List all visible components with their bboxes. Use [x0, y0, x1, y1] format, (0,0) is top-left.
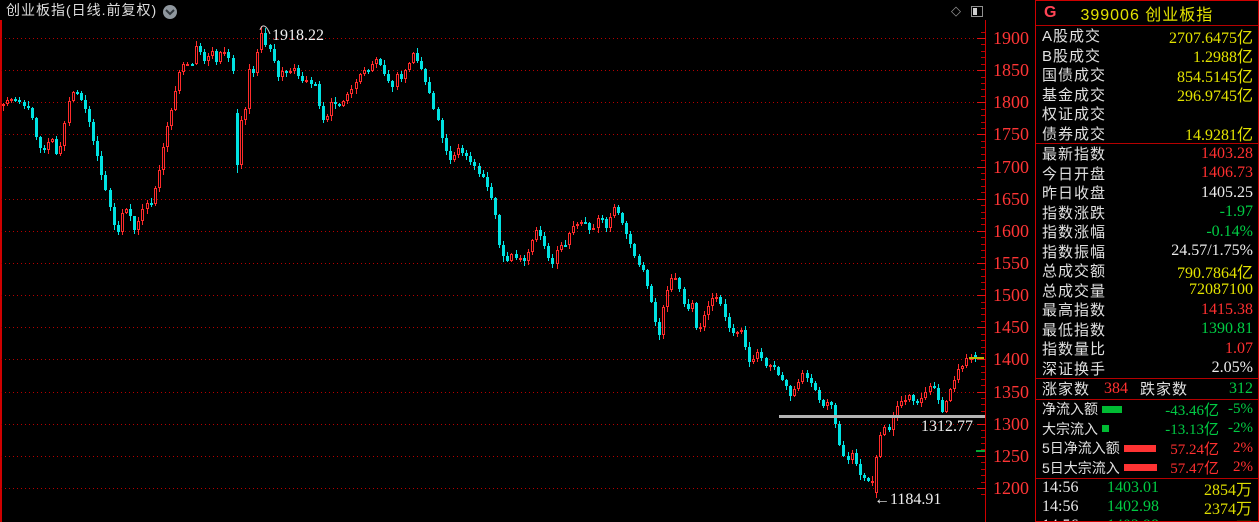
panel-row: 昨日收盘 1405.25: [1042, 183, 1253, 203]
y-axis-tick-label: 1400: [993, 349, 1029, 369]
y-axis-tick-label: 1250: [993, 446, 1029, 466]
flow-bar: [1123, 444, 1156, 452]
y-axis-tick-label: 1850: [993, 60, 1029, 80]
chevron-down-circle-icon[interactable]: [163, 5, 178, 19]
panel-row: 指数涨幅 -0.14%: [1042, 222, 1253, 242]
axis-green-marker: [976, 450, 985, 452]
money-flow-row: 净流入额 -43.46亿 -5%: [1042, 400, 1253, 419]
down-count-label: 跌家数: [1140, 381, 1189, 399]
flow-bar: [1123, 464, 1157, 472]
reference-price-line[interactable]: [779, 415, 985, 418]
market-flag: G: [1044, 4, 1057, 21]
panel-header[interactable]: G 399006 创业板指: [1036, 1, 1258, 26]
y-axis: [985, 20, 986, 522]
panel-row: 指数振幅 24.57/1.75%: [1042, 242, 1253, 261]
money-flow-row: 大宗流入 -13.13亿 -2%: [1042, 420, 1253, 439]
breadth-section: 涨家数 384 跌家数 312: [1036, 379, 1258, 400]
up-count-value: 384: [1104, 379, 1129, 397]
panel-toggle-icon[interactable]: [971, 5, 983, 17]
money-flow-row: 5日净流入额 57.24亿 2%: [1042, 439, 1253, 458]
up-count-label: 涨家数: [1042, 381, 1091, 399]
y-axis-tick-label: 1300: [993, 414, 1029, 434]
candlestick-chart[interactable]: 1200 1250 1300 1350 1400 1450 1500 1550 1600 1650…: [0, 0, 1035, 522]
last-price-marker: [969, 357, 984, 359]
peak-arrow: [259, 25, 271, 35]
flow-bar: [1102, 425, 1109, 433]
down-count-value: 312: [1229, 379, 1253, 397]
flow-bar: [1102, 405, 1122, 413]
y-axis-tick-label: 1600: [993, 221, 1029, 241]
y-axis-tick-label: 1550: [993, 253, 1029, 273]
quote-panel: G 399006 创业板指 A股成交 2707.6475亿 B股成交 1.2988亿国…: [1035, 0, 1259, 522]
panel-row: 总成交量 72087100: [1042, 281, 1253, 300]
price-annotation-trough: ←1184.91: [874, 491, 942, 508]
tick-row: 14:56 1403.01 2854万: [1042, 479, 1252, 499]
index-stats-section: 最新指数 1403.28 今日开盘 1406.73 昨日收盘 1405.25 指数涨跌 -1.…: [1036, 144, 1258, 379]
panel-row: 指数涨跌 -1.97: [1042, 203, 1253, 222]
y-axis-tick-label: 1500: [993, 285, 1029, 305]
y-axis-tick-label: 1750: [993, 124, 1029, 144]
money-flow-section: 净流入额 -43.46亿 -5% 大宗流入 -13.13亿 -2% 5日净流入额 57.24亿…: [1036, 400, 1258, 479]
y-axis-tick-label: 1700: [993, 157, 1029, 177]
panel-row: 最高指数 1415.38: [1042, 300, 1253, 320]
panel-row: 总成交额 790.7864亿: [1042, 263, 1253, 282]
price-annotation-ref: 1312.77: [921, 418, 973, 435]
symbol-code-name: 399006 创业板指: [1080, 7, 1214, 24]
panel-row: 最新指数 1403.28: [1042, 144, 1253, 164]
tick-list: 14:561403.012854万14:561402.982374万14:561…: [1036, 479, 1258, 521]
panel-row: A股成交 2707.6475亿: [1042, 28, 1253, 47]
breadth-row: 涨家数 384 跌家数 312: [1036, 379, 1258, 399]
price-annotation-peak: 1918.22: [272, 27, 324, 44]
y-axis-tick-label: 1900: [993, 28, 1029, 48]
chart-left-border: [0, 20, 2, 522]
y-axis-tick-label: 1200: [993, 478, 1029, 498]
y-axis-tick-label: 1650: [993, 189, 1029, 209]
panel-row: 指数量比 1.07: [1042, 339, 1253, 359]
chart-title: 创业板指(日线.前复权): [6, 2, 158, 18]
panel-row: 权证成交: [1042, 106, 1107, 124]
panel-row: 基金成交 296.9745亿: [1042, 86, 1253, 106]
diamond-icon[interactable]: ◇: [951, 3, 961, 18]
panel-row: 债券成交 14.9281亿: [1042, 125, 1253, 145]
y-axis-tick-label: 1450: [993, 317, 1029, 337]
y-axis-tick-label: 1350: [993, 382, 1029, 402]
panel-row: 今日开盘 1406.73: [1042, 164, 1253, 183]
panel-row: 国债成交 854.5145亿: [1042, 67, 1253, 86]
market-turnover-section: A股成交 2707.6475亿 B股成交 1.2988亿 国债成交 854.5145亿 基金…: [1036, 26, 1258, 144]
panel-row: B股成交 1.2988亿: [1042, 47, 1253, 67]
panel-row: 深证换手 2.05%: [1042, 359, 1253, 378]
money-flow-row: 5日大宗流入 57.47亿 2%: [1042, 459, 1253, 478]
panel-row: 最低指数 1390.81: [1042, 320, 1253, 339]
y-axis-tick-label: 1800: [993, 92, 1029, 112]
